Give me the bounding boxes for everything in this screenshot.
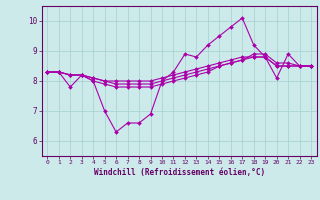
X-axis label: Windchill (Refroidissement éolien,°C): Windchill (Refroidissement éolien,°C) bbox=[94, 168, 265, 177]
